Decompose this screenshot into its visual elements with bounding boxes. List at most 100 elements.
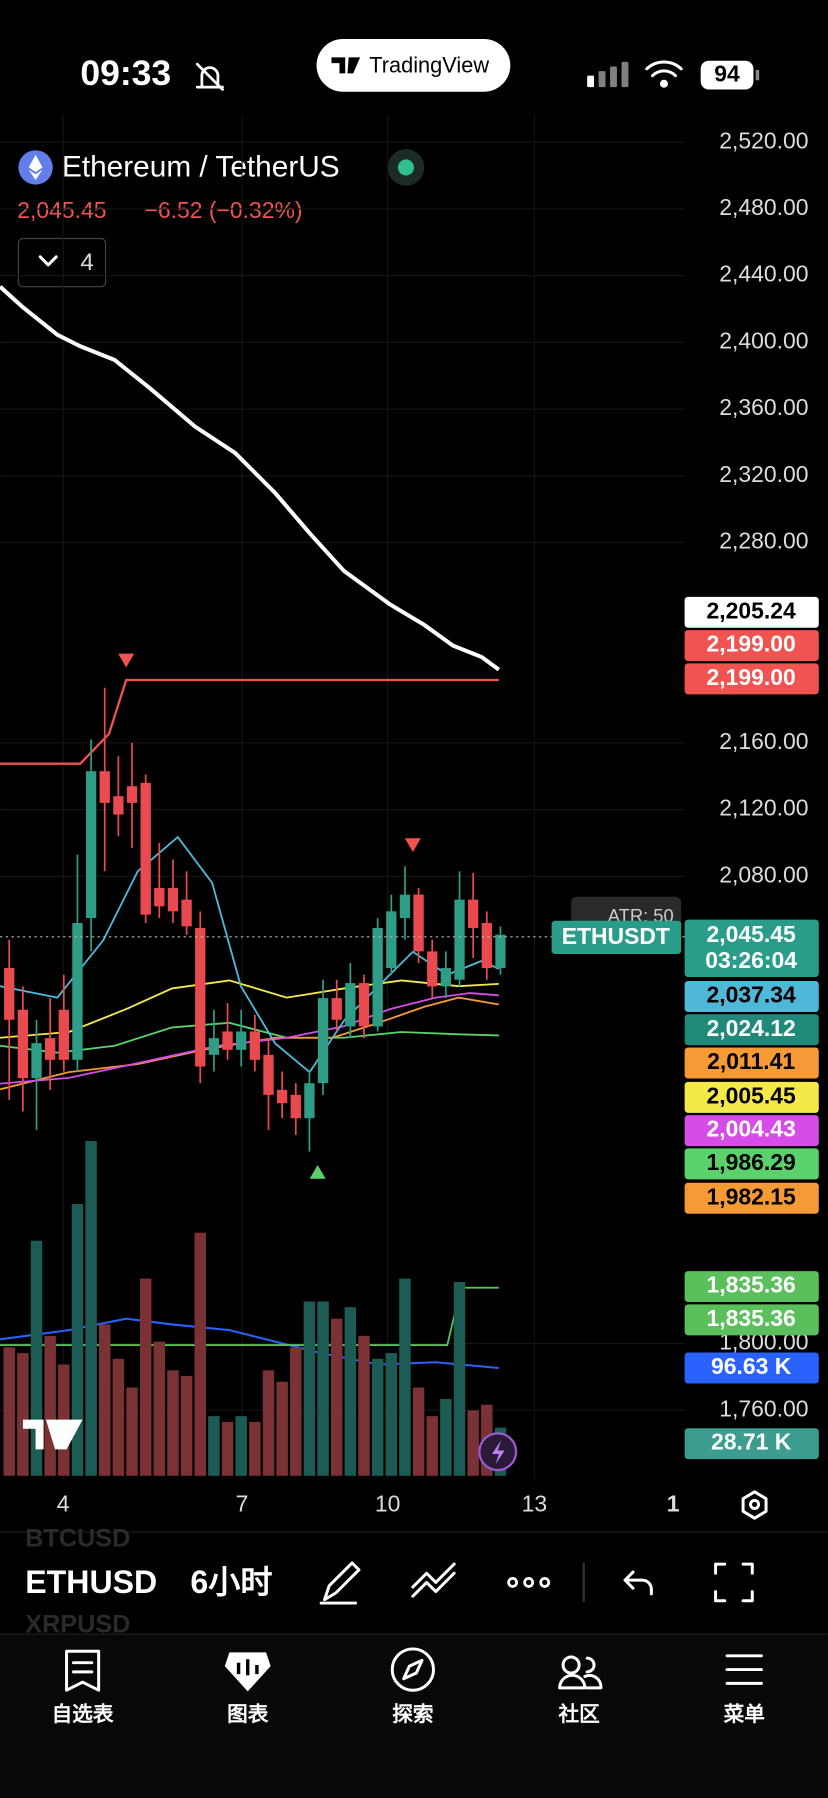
tab-label[interactable]: 图表: [227, 1702, 269, 1726]
series-label: ETHUSDT: [562, 923, 670, 949]
price-tag-label: 1,835.36: [707, 1272, 796, 1298]
tab-label[interactable]: 自选表: [52, 1702, 114, 1726]
price-tag-label: 2,199.00: [707, 631, 796, 657]
price-tag-label: 2,024.12: [707, 1015, 796, 1041]
volume-bar: [208, 1416, 220, 1476]
tab-label[interactable]: 探索: [392, 1702, 433, 1726]
ma-white: [0, 285, 501, 672]
volume-bar: [99, 1324, 111, 1476]
volume-bar: [139, 1278, 152, 1476]
price-tag-label: 1,982.15: [707, 1183, 796, 1209]
explore-icon[interactable]: [390, 1647, 435, 1692]
fullscreen-button[interactable]: [714, 1562, 754, 1603]
volume-bar: [412, 1387, 425, 1476]
candle-body: [222, 1031, 233, 1050]
volume-bar: [453, 1281, 466, 1476]
candle-body: [495, 934, 506, 969]
volume-bar: [290, 1347, 302, 1476]
candle-body: [126, 786, 138, 803]
candle-body: [399, 894, 411, 919]
settings-dot: [749, 1498, 761, 1510]
volume-bar: [303, 1301, 316, 1476]
clock: 09:33: [80, 53, 171, 93]
candle-body: [263, 1054, 274, 1095]
price-tag: [684, 1047, 819, 1079]
candle-body: [481, 923, 492, 969]
symbol-name: Ethereum / TetherUS: [62, 150, 340, 183]
price-tag: [684, 596, 819, 628]
price-tag: [684, 1014, 819, 1046]
x-tick-label: 1: [667, 1491, 680, 1517]
series-label-box: [551, 920, 682, 955]
candle-body: [17, 1009, 29, 1079]
volume-bar: [180, 1376, 193, 1476]
symbol-selector[interactable]: ETHUSD: [25, 1564, 157, 1600]
price-tag-label: 2,011.41: [707, 1048, 795, 1074]
tab-label[interactable]: 菜单: [723, 1702, 765, 1726]
candle-body: [44, 1038, 56, 1060]
price-tag: [684, 1081, 819, 1113]
price-tag: [684, 1352, 819, 1384]
candle-body: [372, 928, 383, 1027]
volume-bar: [399, 1278, 411, 1476]
volume-bar: [426, 1416, 438, 1476]
candle-body: [195, 928, 206, 1067]
interval-selector[interactable]: 6小时: [190, 1564, 272, 1600]
indicators-button[interactable]: [17, 237, 107, 288]
price-tag: [684, 980, 819, 1012]
price-tag-label: 2,004.43: [707, 1116, 796, 1142]
candle-body: [454, 899, 465, 980]
community-icon[interactable]: [558, 1655, 603, 1690]
candle-body: [440, 968, 452, 987]
signal-up: [309, 1165, 326, 1179]
status-dot: [397, 159, 414, 176]
battery-tip: [755, 69, 760, 81]
candle-body: [4, 968, 15, 1020]
price-tag-label: 2,205.24: [707, 597, 796, 623]
volume-bar: [44, 1335, 56, 1476]
price-tick-label: 2,440.00: [719, 261, 808, 287]
x-tick-label: 4: [57, 1491, 70, 1517]
price-tick-label: 2,160.00: [719, 728, 808, 754]
volume-bar: [330, 1318, 343, 1476]
price-change: −6.52 (−0.32%): [145, 197, 303, 223]
candle-body: [304, 1083, 315, 1119]
candle-body: [345, 983, 356, 1027]
volume-bar: [358, 1335, 370, 1476]
lines-button[interactable]: [411, 1562, 456, 1598]
lightning-glyph: [491, 1440, 505, 1465]
draw-button[interactable]: [319, 1561, 361, 1605]
candle-body: [276, 1089, 288, 1104]
tab-label[interactable]: 社区: [557, 1702, 600, 1726]
price-tick-label: 2,120.00: [719, 795, 808, 821]
menu-icon[interactable]: [725, 1654, 763, 1685]
battery-level: 94: [714, 61, 740, 87]
price-tag-label: 1,835.36: [707, 1305, 796, 1331]
last-price: 2,045.45: [17, 197, 106, 223]
volume-bar: [467, 1410, 479, 1476]
price-tick-label: 2,320.00: [719, 461, 808, 487]
settings-icon[interactable]: [741, 1490, 768, 1520]
volume-bar: [317, 1301, 329, 1476]
more-button[interactable]: [507, 1577, 551, 1588]
wifi-icon: [645, 60, 683, 88]
signal-down: [404, 838, 421, 852]
tab-bar: [0, 1634, 828, 1798]
signal-down: [118, 653, 135, 668]
tv-watermark: [22, 1419, 83, 1450]
candle-body: [58, 1009, 69, 1060]
volume-bar: [371, 1358, 384, 1476]
price-tag: [684, 919, 819, 977]
ma-magenta: [0, 992, 499, 1085]
watchlist-icon[interactable]: [65, 1649, 101, 1692]
candle-body: [140, 782, 151, 915]
indicators-count: 4: [80, 249, 93, 276]
price-tag-label: 2,199.00: [707, 664, 796, 690]
undo-button[interactable]: [623, 1570, 653, 1596]
symbol-option[interactable]: BTCUSD: [25, 1525, 130, 1553]
app-pill: [316, 38, 511, 92]
price-tag-label: 96.63 K: [711, 1353, 792, 1379]
volume-bar: [126, 1387, 138, 1476]
